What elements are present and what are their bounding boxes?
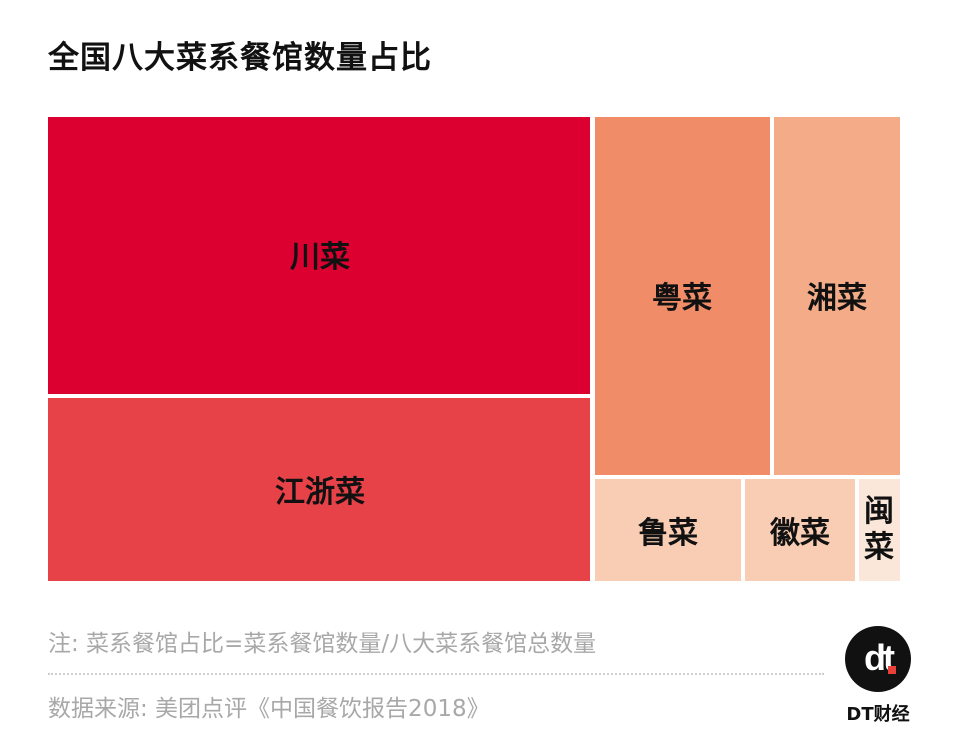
treemap-cell-label: 湘菜 [807,281,867,316]
divider [48,673,824,675]
treemap-cell-label: 川菜 [290,240,350,275]
footnote: 注: 菜系餐馆占比=菜系餐馆数量/八大菜系餐馆总数量 [48,631,597,657]
treemap-cell [745,479,855,581]
treemap-cell [859,479,900,581]
treemap-cell-label: 鲁菜 [638,516,698,551]
brand-logo-dot [888,666,896,674]
treemap-cell-label: 闽菜 [864,494,894,565]
treemap-cell-label: 徽菜 [770,516,830,551]
brand-name: DT财经 [846,704,910,725]
brand-logo: dt [845,626,911,692]
treemap: 川菜江浙菜 粤菜 湘菜鲁菜 徽菜 闽菜 [48,117,900,581]
treemap-cell [48,398,590,581]
brand-logo-mark: dt [864,637,895,678]
treemap-cell [595,117,770,475]
chart-title: 全国八大菜系餐馆数量占比 [48,40,432,76]
source-note: 数据来源: 美团点评《中国餐饮报告2018》 [48,696,490,722]
treemap-cell-label: 粤菜 [652,281,712,316]
treemap-cell-label: 江浙菜 [275,475,365,510]
treemap-cell [48,117,590,394]
treemap-cell [774,117,900,475]
treemap-cell [595,479,741,581]
